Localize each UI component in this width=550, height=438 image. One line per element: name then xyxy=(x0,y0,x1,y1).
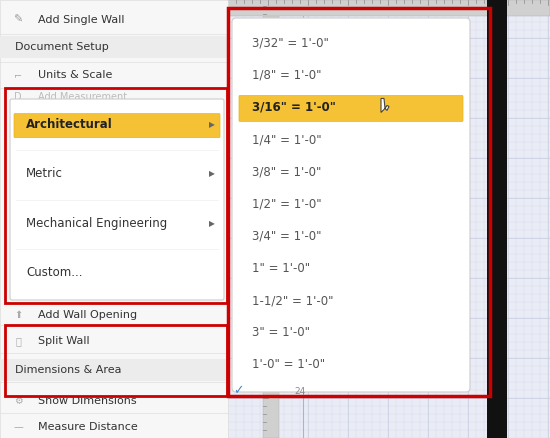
Text: Units & Scale: Units & Scale xyxy=(38,70,112,80)
Bar xyxy=(487,0,507,438)
Text: ⌒: ⌒ xyxy=(15,336,21,346)
Text: ⚙: ⚙ xyxy=(14,396,23,406)
Text: ⌐: ⌐ xyxy=(14,70,22,80)
Text: ✎: ✎ xyxy=(13,15,23,25)
FancyBboxPatch shape xyxy=(239,95,463,121)
Text: 3/32" = 1'-0": 3/32" = 1'-0" xyxy=(252,37,329,49)
Text: Add Single Wall: Add Single Wall xyxy=(38,15,124,25)
FancyBboxPatch shape xyxy=(232,18,470,392)
Text: 3/8" = 1'-0": 3/8" = 1'-0" xyxy=(252,165,321,178)
Bar xyxy=(0,359,228,381)
Polygon shape xyxy=(381,99,389,113)
Text: 1/2" = 1'-0": 1/2" = 1'-0" xyxy=(252,198,322,211)
FancyBboxPatch shape xyxy=(14,113,220,138)
Text: 3" = 1'-0": 3" = 1'-0" xyxy=(252,326,310,339)
Text: Metric: Metric xyxy=(26,167,63,180)
Text: 1" = 1'-0": 1" = 1'-0" xyxy=(252,262,310,275)
Text: 1'-0" = 1'-0": 1'-0" = 1'-0" xyxy=(252,358,325,371)
Text: Add Wall Opening: Add Wall Opening xyxy=(38,310,137,320)
Text: —: — xyxy=(13,422,23,432)
Text: Custom...: Custom... xyxy=(26,266,82,279)
Text: Dimensions & Area: Dimensions & Area xyxy=(15,365,122,375)
Text: 3/4" = 1'-0": 3/4" = 1'-0" xyxy=(252,230,322,243)
Bar xyxy=(228,0,550,438)
Text: D: D xyxy=(14,92,22,102)
Text: 1-1/2" = 1'-0": 1-1/2" = 1'-0" xyxy=(252,294,333,307)
Text: Measure Distance: Measure Distance xyxy=(38,422,138,432)
Text: Architectural: Architectural xyxy=(26,118,113,131)
Bar xyxy=(263,0,279,438)
FancyBboxPatch shape xyxy=(10,99,224,300)
Text: 24: 24 xyxy=(294,386,306,396)
Text: Add Measurement...: Add Measurement... xyxy=(38,92,136,102)
Text: Document Setup: Document Setup xyxy=(15,42,109,52)
Text: Show Dimensions: Show Dimensions xyxy=(38,396,136,406)
Text: Split Wall: Split Wall xyxy=(38,336,90,346)
Bar xyxy=(228,0,550,16)
Text: ✓: ✓ xyxy=(233,385,243,398)
Bar xyxy=(0,0,228,438)
Bar xyxy=(228,8,490,396)
Bar xyxy=(5,325,227,396)
Bar xyxy=(5,88,227,303)
Text: ▶: ▶ xyxy=(209,219,215,228)
Text: ⬆: ⬆ xyxy=(14,310,22,320)
Text: Mechanical Engineering: Mechanical Engineering xyxy=(26,217,167,230)
Text: 1/8" = 1'-0": 1/8" = 1'-0" xyxy=(252,69,322,82)
Text: 3/16" = 1'-0": 3/16" = 1'-0" xyxy=(252,101,336,114)
Text: 1/4" = 1'-0": 1/4" = 1'-0" xyxy=(252,133,322,146)
Bar xyxy=(0,36,228,58)
Text: ▶: ▶ xyxy=(209,170,215,178)
Text: ▶: ▶ xyxy=(209,120,215,129)
